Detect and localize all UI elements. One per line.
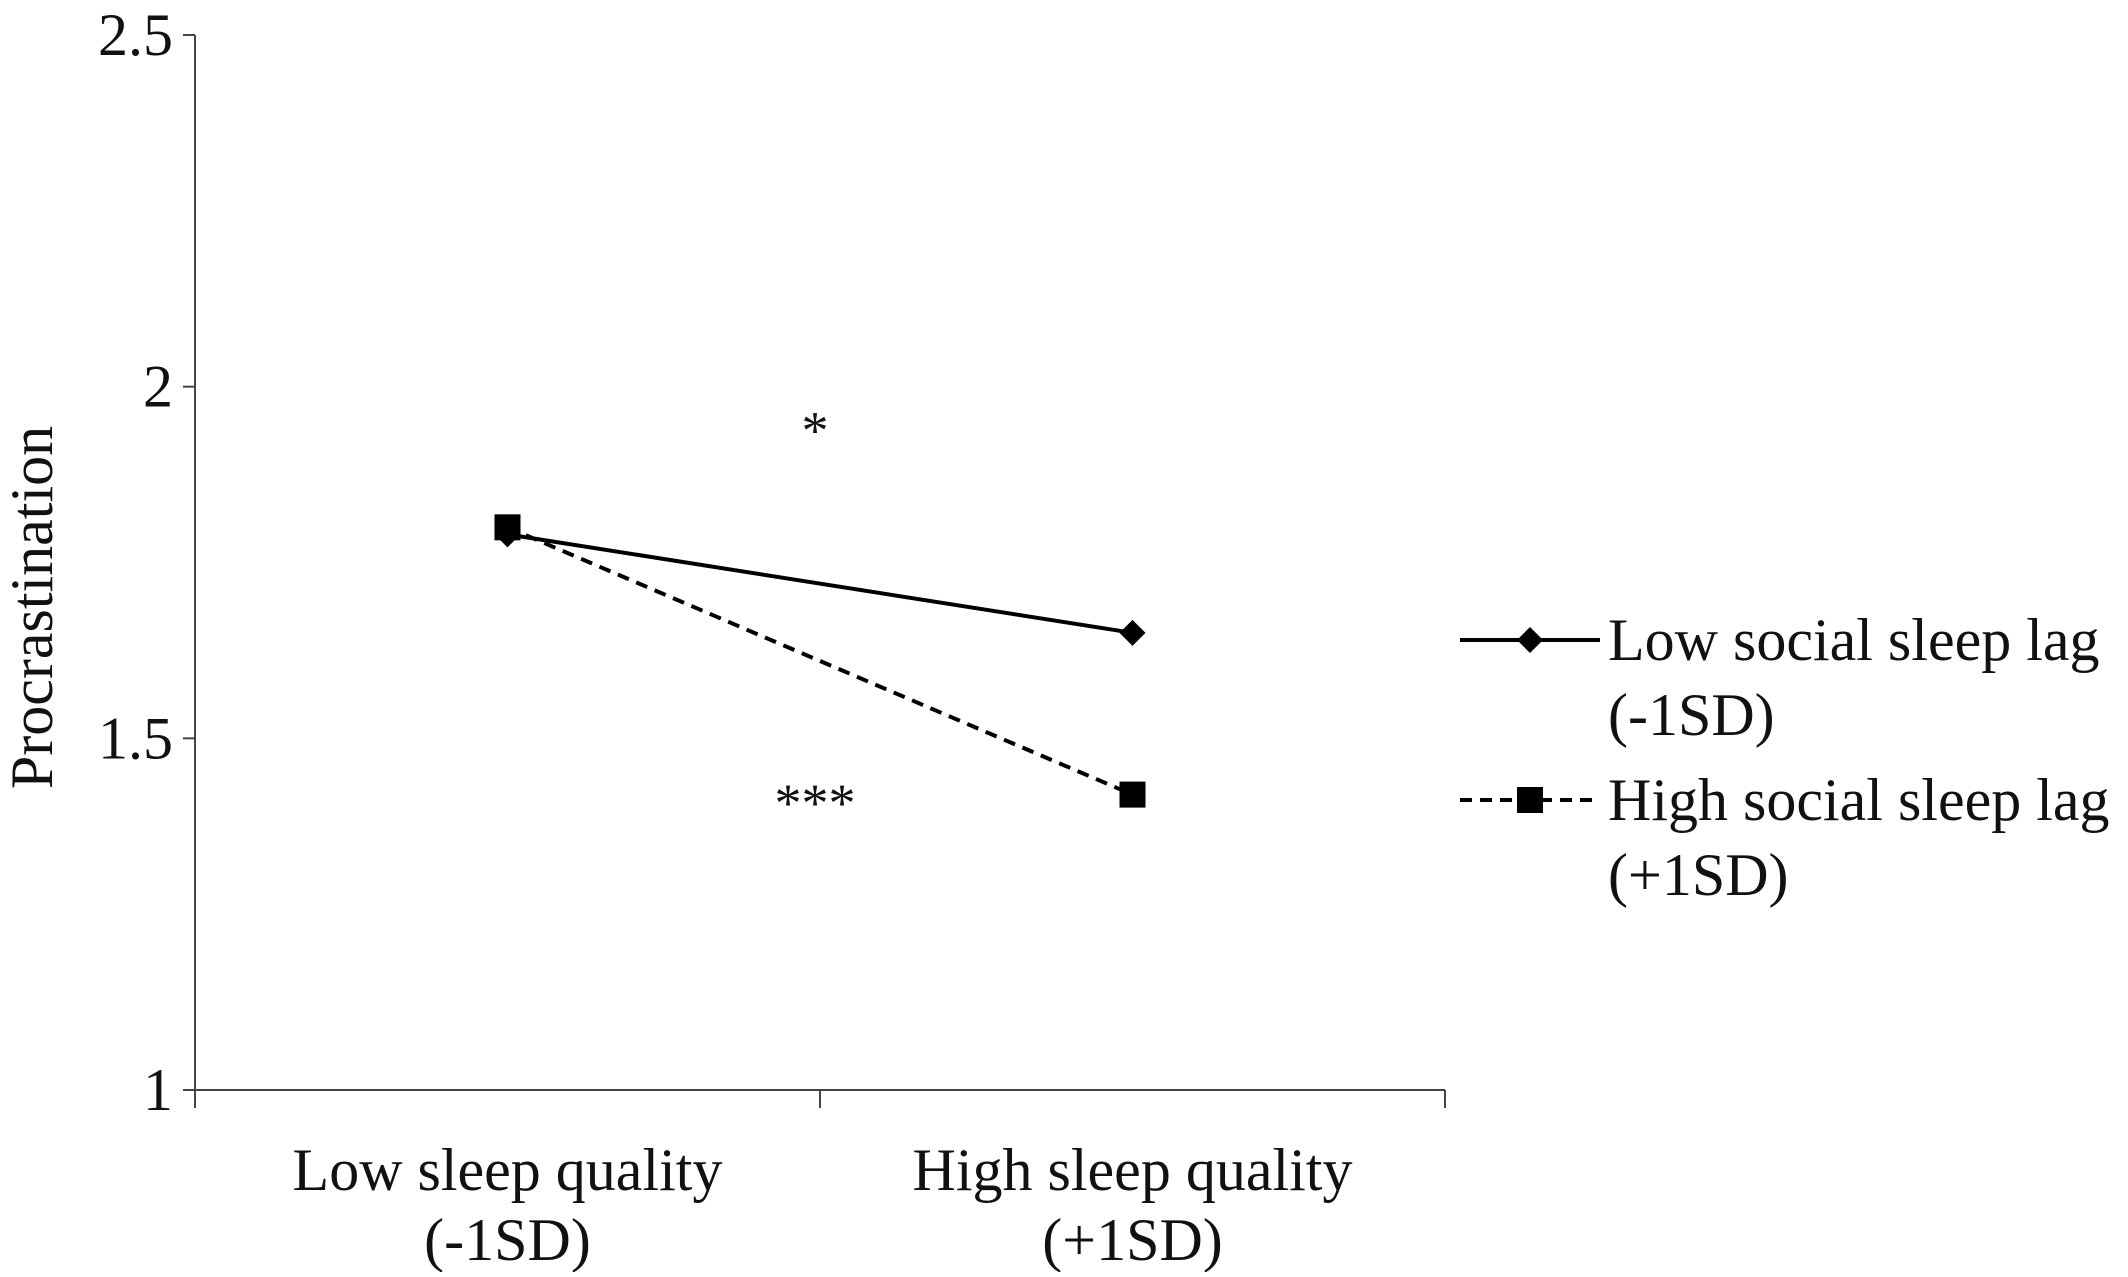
significance-annotation: *** (775, 773, 856, 833)
significance-annotation: * (802, 401, 829, 461)
legend-marker-2 (1517, 787, 1543, 813)
series-1-point-2 (1119, 619, 1146, 646)
x-category-label: High sleep quality (+1SD) (913, 1137, 1353, 1272)
legend-label-1: Low social sleep lag (-1SD) (1608, 607, 2100, 748)
series-line-2 (506, 525, 1134, 797)
y-tick-label: 2.5 (98, 2, 173, 68)
series-line-1 (507, 532, 1133, 635)
y-axis-title: Procrastination (0, 426, 65, 789)
y-tick-label: 1 (143, 1057, 173, 1123)
series-2-point-2 (1119, 781, 1146, 808)
legend-marker-1 (1517, 627, 1543, 653)
series-2-point-1 (494, 514, 521, 541)
y-tick-label: 1.5 (98, 705, 173, 771)
legend-label-2: High social sleep lag (+1SD) (1608, 767, 2110, 908)
x-category-label: Low sleep quality (-1SD) (293, 1137, 723, 1272)
y-tick-label: 2 (143, 354, 173, 420)
